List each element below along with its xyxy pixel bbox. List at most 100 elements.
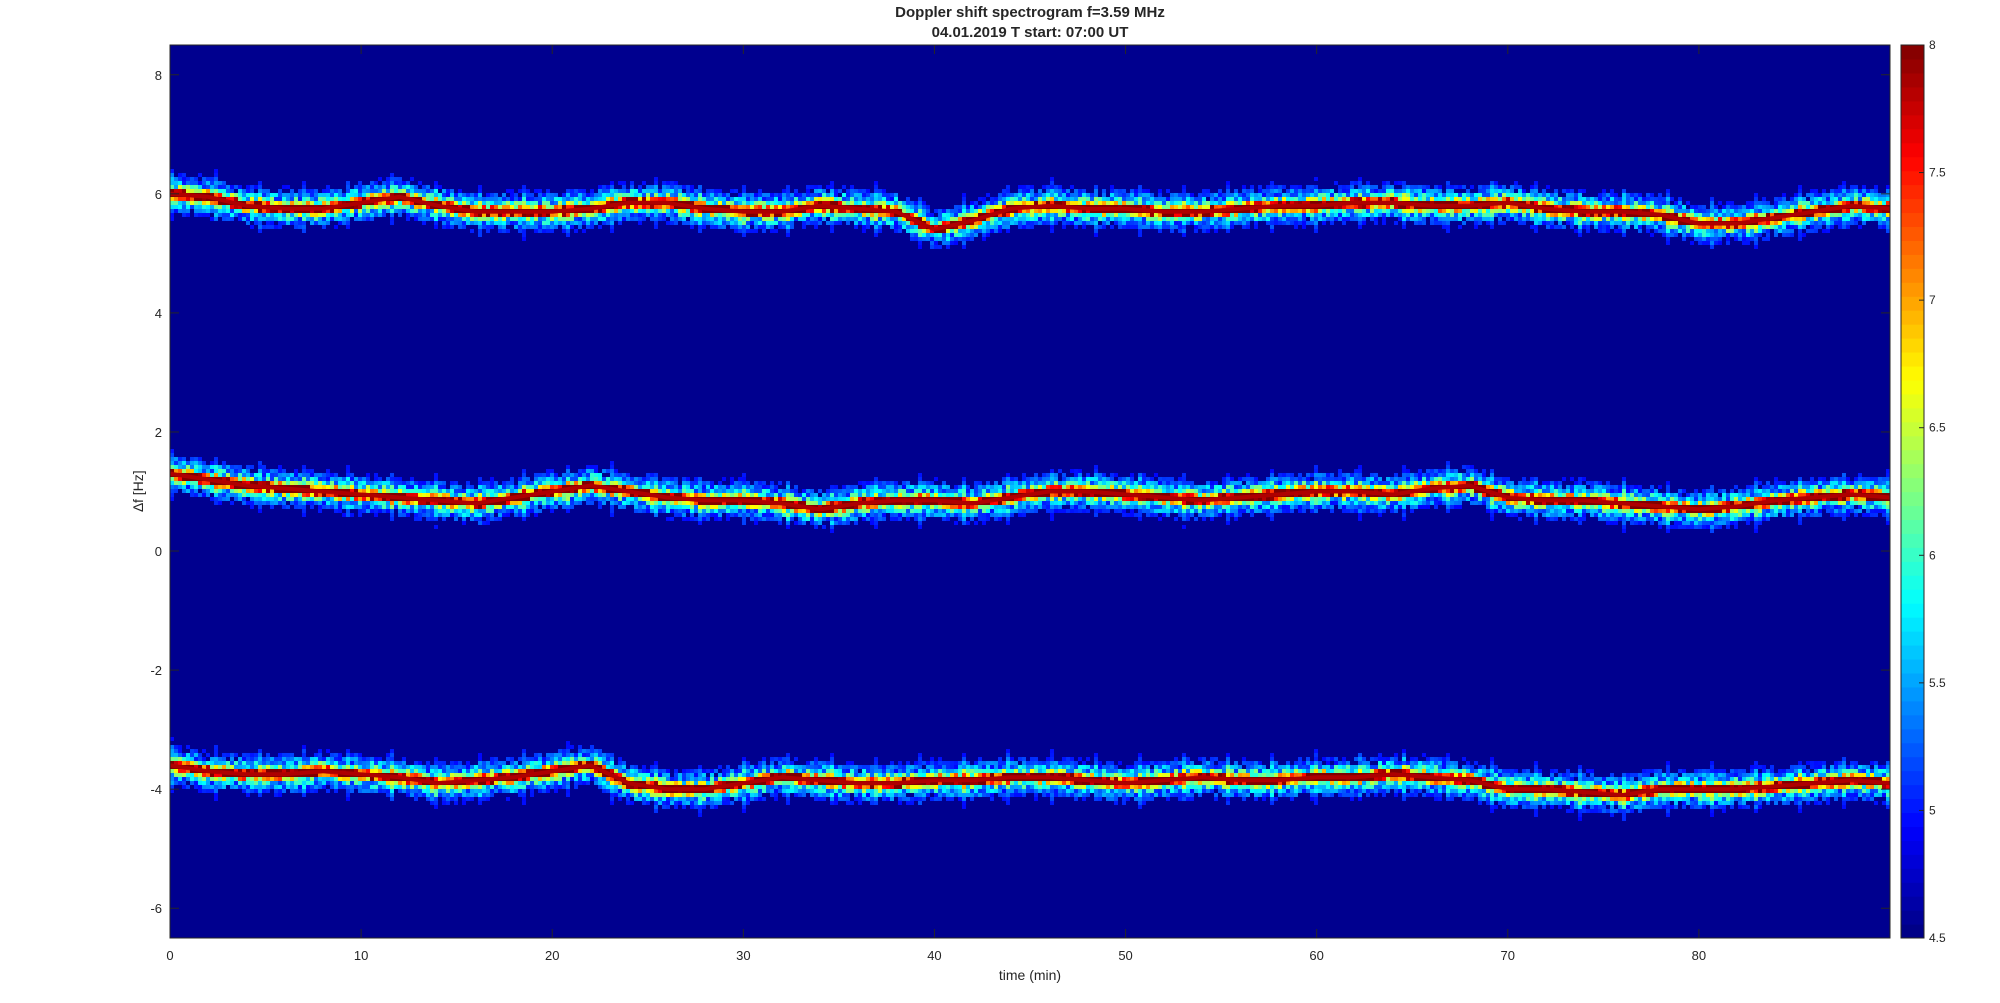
heatmap-cell [386,189,390,193]
heatmap-cell [482,497,486,501]
heatmap-cell [398,781,402,785]
heatmap-cell [222,201,226,205]
heatmap-cell [454,761,458,765]
heatmap-cell [390,497,394,501]
heatmap-cell [214,797,218,801]
heatmap-cell [446,217,450,221]
heatmap-cell [730,489,734,493]
heatmap-cell [186,753,190,757]
heatmap-cell [738,229,742,233]
heatmap-cell [586,221,590,225]
heatmap-cell [430,213,434,217]
heatmap-cell [642,485,646,489]
heatmap-cell [758,513,762,517]
heatmap-cell [490,485,494,489]
heatmap-cell [598,189,602,193]
heatmap-cell [706,509,710,513]
heatmap-cell [742,473,746,477]
heatmap-cell [358,213,362,217]
heatmap-cell [482,797,486,801]
heatmap-cell [714,221,718,225]
heatmap-cell [638,489,642,493]
heatmap-cell [278,189,282,193]
heatmap-cell [222,493,226,497]
heatmap-cell [306,213,310,217]
heatmap-cell [810,789,814,793]
heatmap-cell [214,765,218,769]
heatmap-cell [270,213,274,217]
heatmap-cell [682,501,686,505]
heatmap-cell [178,757,182,761]
heatmap-cell [690,805,694,809]
heatmap-cell [502,201,506,205]
heatmap-cell [798,209,802,213]
heatmap-cell [250,189,254,193]
heatmap-cell [294,761,298,765]
heatmap-cell [362,189,366,193]
heatmap-cell [186,177,190,181]
heatmap-cell [706,201,710,205]
heatmap-cell [690,769,694,773]
heatmap-cell [390,757,394,761]
heatmap-cell [818,489,822,493]
heatmap-cell [186,745,190,749]
heatmap-cell [654,473,658,477]
heatmap-cell [574,785,578,789]
heatmap-cell [542,773,546,777]
heatmap-cell [522,193,526,197]
heatmap-cell [354,197,358,201]
heatmap-cell [558,477,562,481]
heatmap-cell [294,485,298,489]
heatmap-cell [478,757,482,761]
heatmap-cell [382,189,386,193]
heatmap-cell [566,501,570,505]
heatmap-cell [318,777,322,781]
heatmap-cell [494,757,498,761]
heatmap-cell [454,505,458,509]
heatmap-cell [374,765,378,769]
heatmap-cell [246,221,250,225]
heatmap-cell [370,489,374,493]
heatmap-cell [406,505,410,509]
heatmap-cell [190,761,194,765]
heatmap-cell [314,761,318,765]
heatmap-cell [406,205,410,209]
heatmap-cell [646,801,650,805]
heatmap-cell [830,761,834,765]
heatmap-cell [486,505,490,509]
heatmap-cell [758,509,762,513]
heatmap-cell [210,205,214,209]
heatmap-cell [574,757,578,761]
heatmap-cell [710,193,714,197]
heatmap-cell [682,509,686,513]
heatmap-cell [398,489,402,493]
heatmap-cell [338,773,342,777]
heatmap-cell [490,769,494,773]
heatmap-cell [490,513,494,517]
heatmap-cell [850,185,854,189]
heatmap-cell [774,509,778,513]
heatmap-cell [522,221,526,225]
heatmap-cell [358,753,362,757]
heatmap-cell [326,757,330,761]
heatmap-cell [718,513,722,517]
heatmap-cell [834,793,838,797]
heatmap-cell [854,201,858,205]
heatmap-cell [398,505,402,509]
heatmap-cell [558,773,562,777]
heatmap-cell [762,789,766,793]
heatmap-cell [370,509,374,513]
heatmap-cell [718,789,722,793]
heatmap-cell [478,217,482,221]
heatmap-cell [234,777,238,781]
heatmap-cell [446,769,450,773]
heatmap-cell [470,221,474,225]
heatmap-cell [854,221,858,225]
heatmap-cell [570,481,574,485]
heatmap-cell [442,517,446,521]
heatmap-cell [274,209,278,213]
heatmap-cell [722,509,726,513]
heatmap-cell [830,189,834,193]
heatmap-cell [802,513,806,517]
heatmap-cell [634,497,638,501]
